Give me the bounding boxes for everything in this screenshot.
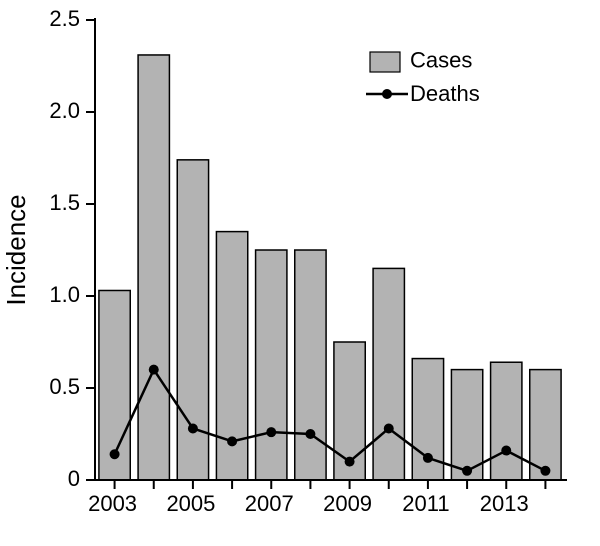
y-tick-label: 1.5 bbox=[49, 190, 80, 215]
deaths-marker bbox=[110, 449, 120, 459]
x-tick-label: 2013 bbox=[480, 491, 529, 516]
deaths-marker bbox=[188, 423, 198, 433]
deaths-marker bbox=[266, 427, 276, 437]
bar bbox=[491, 362, 522, 480]
deaths-marker bbox=[501, 446, 511, 456]
x-tick-label: 2003 bbox=[88, 491, 137, 516]
deaths-marker bbox=[384, 423, 394, 433]
legend-swatch-cases bbox=[370, 52, 400, 72]
deaths-marker bbox=[423, 453, 433, 463]
bar bbox=[451, 370, 482, 480]
y-tick-label: 1.0 bbox=[49, 282, 80, 307]
y-tick-label: 2.5 bbox=[49, 6, 80, 31]
x-tick-label: 2005 bbox=[166, 491, 215, 516]
deaths-marker bbox=[462, 466, 472, 476]
legend-label-deaths: Deaths bbox=[410, 81, 480, 106]
incidence-chart: 0 0.5 1.0 1.5 2.0 2.5 2003 2005 2007 2009 2011 2013… bbox=[0, 0, 600, 546]
deaths-marker bbox=[345, 457, 355, 467]
bar bbox=[373, 268, 404, 480]
x-tick-label: 2007 bbox=[245, 491, 294, 516]
y-tick-label: 2.0 bbox=[49, 98, 80, 123]
deaths-marker bbox=[305, 429, 315, 439]
x-tick-label: 2009 bbox=[323, 491, 372, 516]
bar bbox=[256, 250, 287, 480]
deaths-marker bbox=[540, 466, 550, 476]
y-axis-label: Incidence bbox=[1, 194, 31, 305]
bar bbox=[530, 370, 561, 480]
deaths-marker bbox=[227, 436, 237, 446]
y-tick-label: 0.5 bbox=[49, 374, 80, 399]
x-tick-label: 2011 bbox=[402, 491, 449, 516]
y-tick-label: 0 bbox=[68, 466, 80, 491]
chart-svg: 0 0.5 1.0 1.5 2.0 2.5 2003 2005 2007 2009 2011 2013… bbox=[0, 0, 600, 546]
legend-label-cases: Cases bbox=[410, 48, 472, 73]
bar bbox=[138, 55, 169, 480]
deaths-marker bbox=[149, 365, 159, 375]
legend-marker-deaths bbox=[382, 89, 392, 99]
bar bbox=[295, 250, 326, 480]
